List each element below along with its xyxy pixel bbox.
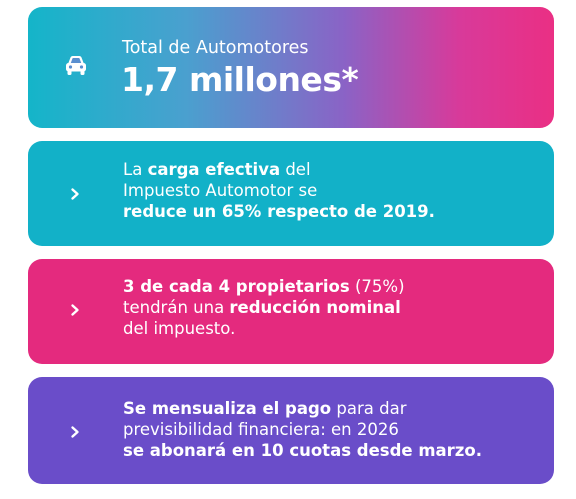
bold-text-segment: reducción nominal (229, 298, 401, 317)
carga-efectiva-card: La carga efectiva del Impuesto Automotor … (28, 141, 554, 246)
propietarios-card: 3 de cada 4 propietarios (75%) tendrán un… (28, 259, 554, 364)
chevron-right-icon (71, 304, 79, 316)
text-segment: Impuesto Automotor se (123, 181, 318, 200)
chevron-right-icon (71, 188, 79, 200)
pago-mensual-text: Se mensualiza el pago para dar previsibil… (123, 398, 482, 461)
bold-text-segment: 3 de cada 4 propietarios (123, 277, 350, 296)
text-segment: para dar (331, 399, 407, 418)
text-line: del impuesto. (123, 318, 405, 339)
text-line: tendrán una reducción nominal (123, 297, 405, 318)
bold-text-segment: se abonará en 10 cuotas desde marzo. (123, 441, 483, 460)
bold-text-segment: carga efectiva (147, 160, 281, 179)
bold-text-segment: Se mensualiza el pago (123, 399, 332, 418)
text-segment: tendrán una (123, 298, 230, 317)
carga-efectiva-text: La carga efectiva del Impuesto Automotor … (123, 159, 435, 222)
text-line: 3 de cada 4 propietarios (75%) (123, 276, 405, 297)
text-line: reduce un 65% respecto de 2019. (123, 201, 435, 222)
text-segment: previsibilidad financiera: en 2026 (123, 420, 399, 439)
text-line: Impuesto Automotor se (123, 180, 435, 201)
total-automotores-value: 1,7 millones* (121, 60, 359, 99)
text-segment: del (280, 160, 311, 179)
car-icon (66, 56, 86, 75)
total-automotores-card: Total de Automotores 1,7 millones* (28, 7, 554, 128)
text-line: se abonará en 10 cuotas desde marzo. (123, 440, 482, 461)
text-segment: La (123, 160, 148, 179)
text-line: Se mensualiza el pago para dar (123, 398, 482, 419)
text-segment: del impuesto. (123, 319, 236, 338)
total-automotores-label: Total de Automotores (122, 38, 309, 58)
propietarios-text: 3 de cada 4 propietarios (75%) tendrán un… (123, 276, 405, 339)
bold-text-segment: reduce un 65% respecto de 2019. (123, 202, 435, 221)
pago-mensual-card: Se mensualiza el pago para dar previsibil… (28, 377, 554, 484)
text-line: previsibilidad financiera: en 2026 (123, 419, 482, 440)
text-segment: (75%) (349, 277, 405, 296)
chevron-right-icon (71, 426, 79, 438)
text-line: La carga efectiva del (123, 159, 435, 180)
